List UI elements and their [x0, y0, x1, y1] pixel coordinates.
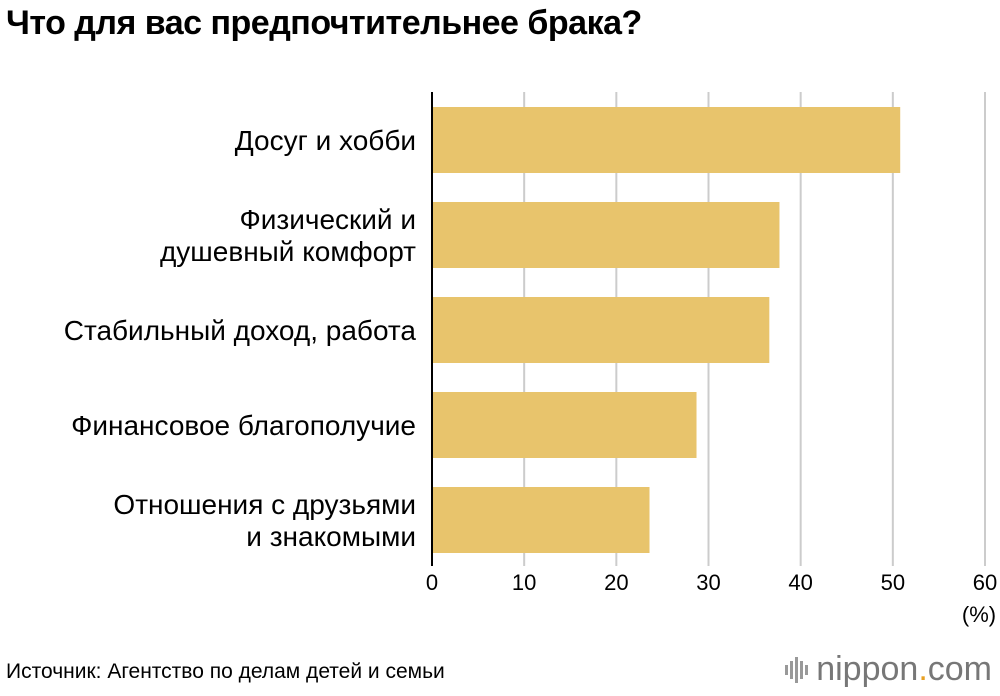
- bar: [432, 107, 901, 173]
- category-label: Финансовое благополучие: [71, 410, 416, 441]
- chart-title: Что для вас предпочтительнее брака?: [6, 4, 642, 42]
- x-tick-label: 10: [512, 570, 536, 595]
- brand-name: nippon: [816, 650, 919, 688]
- brand-dot: .: [918, 650, 928, 688]
- bar: [432, 392, 697, 458]
- x-axis-unit-label: (%): [962, 602, 996, 627]
- x-tick-label: 50: [881, 570, 905, 595]
- x-tick-label: 20: [604, 570, 628, 595]
- brand-domain: com: [927, 650, 992, 688]
- bar: [432, 297, 770, 363]
- x-tick-label: 40: [788, 570, 812, 595]
- nippon-logo-icon: [785, 656, 809, 683]
- x-tick-labels: 0 10 20 30 40 50 60: [426, 570, 997, 595]
- brand-logo[interactable]: nippon. com: [785, 650, 992, 689]
- category-label: Физический и душевный комфорт: [160, 204, 416, 267]
- bars: [432, 107, 901, 553]
- bar: [432, 487, 650, 553]
- category-label: Отношения с друзьями и знакомыми: [113, 489, 416, 552]
- x-tick-label: 60: [973, 570, 997, 595]
- category-label: Досуг и хобби: [235, 125, 416, 156]
- source-note: Источник: Агентство по делам детей и сем…: [6, 660, 445, 683]
- x-tick-label: 0: [426, 570, 438, 595]
- category-labels: Досуг и хобби Физический и душевный комфор…: [64, 125, 417, 552]
- category-label: Стабильный доход, работа: [64, 315, 417, 346]
- x-tick-label: 30: [696, 570, 720, 595]
- bar: [432, 202, 780, 268]
